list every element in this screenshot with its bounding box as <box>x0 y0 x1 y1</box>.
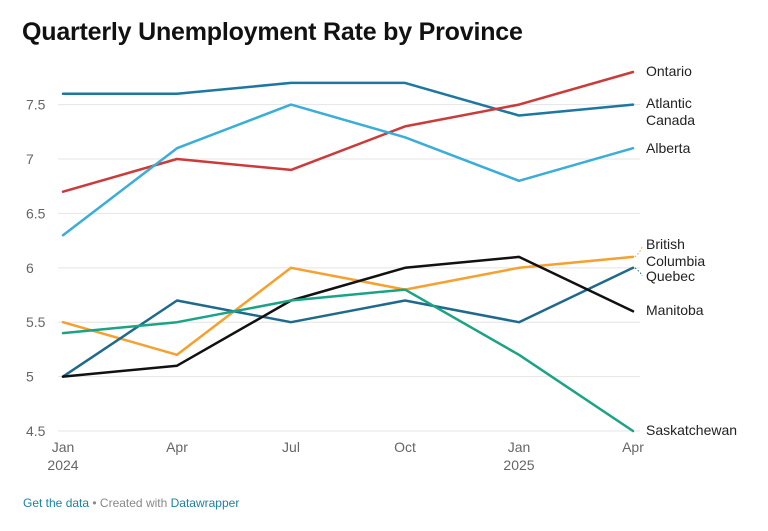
series-label: Ontario <box>646 63 692 79</box>
datawrapper-link[interactable]: Datawrapper <box>170 496 240 510</box>
x-tick-year-label: 2025 <box>503 457 534 473</box>
series-line-atlantic-canada[interactable] <box>61 81 635 117</box>
get-data-link[interactable]: Get the data <box>23 496 90 510</box>
x-tick-year-label: 2024 <box>47 457 78 473</box>
x-tick-label: Jul <box>282 439 300 455</box>
chart-title: Quarterly Unemployment Rate by Province <box>22 18 523 46</box>
series-label: Columbia <box>646 253 705 269</box>
series-line-quebec[interactable] <box>61 266 635 378</box>
footer: Get the data • Created with Datawrapper <box>23 496 239 510</box>
y-tick-label: 5 <box>26 369 34 385</box>
y-axis-ticks: 4.5 5 5.5 6 6.5 7 7.5 <box>26 97 46 439</box>
line-chart: 4.5 5 5.5 6 6.5 7 7.5 Jan 2024 Apr Jul Oct Jan 2025 A… <box>26 63 737 473</box>
series-lines <box>61 70 635 433</box>
x-axis-ticks: Jan 2024 Apr Jul Oct Jan 2025 Apr <box>47 439 644 473</box>
y-tick-label: 4.5 <box>26 423 46 439</box>
series-label: Alberta <box>646 140 691 156</box>
series-label: British <box>646 236 685 252</box>
y-tick-label: 5.5 <box>26 314 46 330</box>
x-tick-label: Jan <box>52 439 75 455</box>
x-tick-label: Apr <box>166 439 188 455</box>
x-tick-label: Jan <box>508 439 531 455</box>
series-label: Manitoba <box>646 302 704 318</box>
gridlines <box>58 104 640 432</box>
series-label: Quebec <box>646 268 695 284</box>
label-leader-british-columbia <box>634 246 643 258</box>
x-tick-label: Oct <box>394 439 416 455</box>
footer-credit: • Created with <box>89 496 171 510</box>
label-leader-quebec <box>634 267 643 277</box>
series-line-saskatchewan[interactable] <box>61 288 635 433</box>
y-tick-label: 6 <box>26 260 34 276</box>
series-label: Saskatchewan <box>646 422 737 438</box>
y-tick-label: 6.5 <box>26 205 46 221</box>
series-label: Canada <box>646 112 695 128</box>
series-line-manitoba[interactable] <box>61 255 635 378</box>
series-line-ontario[interactable] <box>61 70 635 193</box>
series-line-alberta[interactable] <box>61 103 635 237</box>
y-tick-label: 7.5 <box>26 97 46 113</box>
series-label: Atlantic <box>646 95 692 111</box>
x-tick-label: Apr <box>622 439 644 455</box>
y-tick-label: 7 <box>26 151 34 167</box>
